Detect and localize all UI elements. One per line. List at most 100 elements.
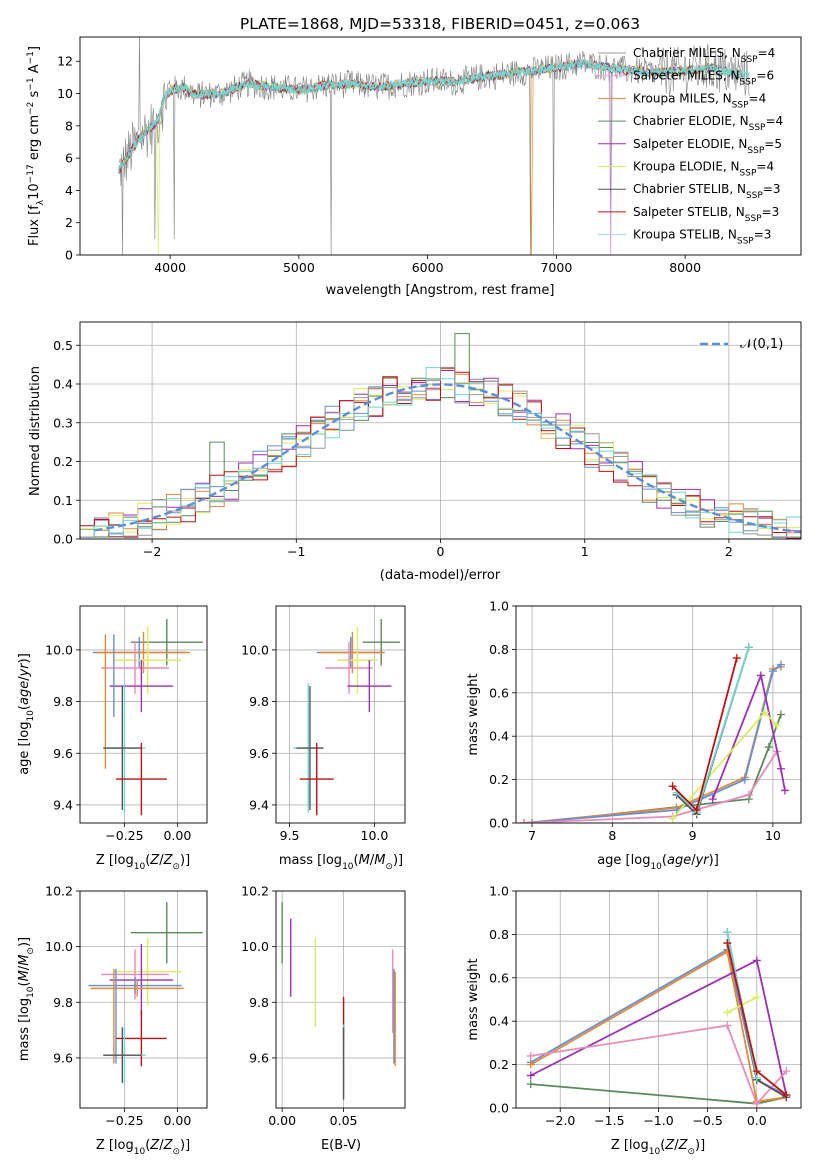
weight-marker — [776, 764, 785, 773]
weight-marker — [526, 1060, 535, 1069]
mass-weight-vs-age-xlabel: age [log10(age/yr)] — [597, 853, 719, 872]
mass-weight-vs-Z-x-tick-label: −1.5 — [594, 1113, 624, 1128]
data-point — [113, 626, 182, 694]
spectrum-y-tick-label: 6 — [65, 151, 73, 166]
weight-marker — [740, 775, 749, 784]
weight-marker — [668, 814, 677, 823]
weight-marker — [782, 1090, 791, 1099]
mass-vs-EBV-y-tick-label: 9.8 — [249, 995, 269, 1010]
residuals-y-tick-label: 0.2 — [53, 454, 73, 469]
age-vs-Z-y-tick-label: 9.4 — [53, 797, 73, 812]
age-vs-mass-y-tick-label: 10.0 — [241, 642, 269, 657]
data-point — [325, 642, 373, 694]
mass-weight-vs-age-lines — [520, 643, 789, 823]
residuals-y-tick-label: 0.1 — [53, 493, 73, 508]
weight-series — [723, 939, 791, 1099]
mass-weight-vs-age-x-tick-label: 7 — [528, 828, 536, 843]
weight-series — [520, 662, 785, 823]
residuals-legend-label: 𝒩(0,1) — [740, 337, 783, 352]
weight-marker — [768, 667, 777, 676]
spectrum-y-tick-label: 12 — [57, 54, 73, 69]
weight-series — [520, 747, 781, 823]
weight-marker — [756, 671, 765, 680]
legend-label: Chabrier ELODIE, NSSP=4 — [633, 114, 783, 133]
spectrum-y-tick-label: 8 — [65, 118, 73, 133]
mass-weight-vs-age-y-tick-label: 0.0 — [489, 816, 509, 831]
mass-weight-vs-Z-ylabel: mass weight — [466, 958, 481, 1040]
spectrum-lines — [118, 37, 750, 255]
age-vs-mass-y-tick-label: 9.6 — [249, 746, 269, 761]
mass-vs-EBV-x-tick-label: 0.00 — [268, 1113, 296, 1128]
legend-label: Chabrier MILES, NSSP=4 — [633, 46, 775, 65]
mass-weight-vs-Z-y-tick-label: 0.4 — [489, 1014, 509, 1029]
weight-marker — [780, 786, 789, 795]
weight-marker — [752, 1099, 761, 1108]
spectrum-y-tick-label: 2 — [65, 215, 73, 230]
weight-line — [523, 750, 778, 823]
mass-weight-vs-Z-axes: −2.0 −1.5 −1.0 −0.5 0.0 0.0 0.2 0.4 0.6 0.8 1.0 — [489, 884, 801, 1128]
data-point — [103, 686, 142, 811]
mass-weight-vs-Z-y-tick-label: 1.0 — [489, 884, 509, 899]
age-vs-mass-y-tick-label: 9.8 — [249, 694, 269, 709]
age-vs-mass-x-tick-label: 10.0 — [361, 828, 389, 843]
spectrum-y-tick-label: 4 — [65, 183, 73, 198]
mass-vs-Z-y-tick-label: 10.2 — [45, 884, 73, 899]
mass-vs-EBV-frame — [275, 890, 406, 1109]
mass-weight-vs-Z-y-tick-label: 0.8 — [489, 927, 509, 942]
residuals-hists — [80, 333, 801, 539]
weight-series — [668, 654, 741, 814]
data-point — [96, 631, 191, 674]
weight-line — [675, 646, 750, 814]
weight-marker — [752, 956, 761, 965]
legend-label: Salpeter MILES, NSSP=6 — [633, 69, 774, 88]
data-point — [113, 938, 182, 1006]
mass-vs-EBV-y-tick-label: 10.0 — [241, 939, 269, 954]
residuals-y-tick-label: 0.3 — [53, 415, 73, 430]
weight-marker — [528, 819, 537, 823]
weight-series — [708, 671, 789, 804]
data-point — [296, 686, 324, 811]
weight-marker — [776, 710, 785, 719]
age-vs-mass-frame — [275, 605, 406, 824]
age-vs-Z-x-tick-label: 0.00 — [163, 828, 191, 843]
weight-marker — [752, 1067, 761, 1076]
data-point — [109, 943, 174, 1017]
age-vs-mass-x-tick-label: 9.5 — [280, 828, 300, 843]
weight-series — [672, 643, 753, 817]
weight-marker — [772, 721, 781, 730]
mass-weight-vs-Z-y-tick-label: 0.6 — [489, 970, 509, 985]
legend-label: Salpeter STELIB, NSSP=3 — [633, 205, 779, 224]
weight-marker — [744, 643, 753, 652]
spectrum-x-tick-label: 8000 — [669, 260, 701, 275]
mass-vs-Z-y-tick-label: 10.0 — [45, 939, 73, 954]
weight-line — [530, 950, 787, 1103]
mass-weight-vs-age-y-tick-label: 0.4 — [489, 729, 509, 744]
mass-vs-EBV-axes: 0.00 0.05 9.6 9.8 10.0 10.2 — [241, 884, 405, 1128]
mass-weight-vs-Z-x-tick-label: −2.0 — [545, 1113, 575, 1128]
spectrum-x-tick-label: 7000 — [540, 260, 572, 275]
age-vs-Z-y-tick-label: 9.8 — [53, 694, 73, 709]
residuals-x-tick-label: −1 — [287, 544, 305, 559]
weight-marker — [526, 1051, 535, 1060]
mass-vs-EBV-xlabel: E(B-V) — [321, 1138, 361, 1153]
data-point — [90, 980, 184, 997]
gaussian-curve — [94, 383, 801, 534]
age-vs-mass-xlabel: mass [log10(M/M⊙)] — [279, 853, 403, 872]
spectrum-y-tick-label: 10 — [57, 86, 73, 101]
data-point — [115, 742, 167, 816]
mass-vs-Z-points — [88, 902, 203, 1083]
mass-weight-vs-age-y-tick-label: 1.0 — [489, 599, 509, 614]
residuals-frame — [79, 321, 802, 540]
age-vs-mass-y-tick-label: 9.4 — [249, 797, 269, 812]
mass-vs-Z-ylabel: mass [log10(M/M⊙)] — [17, 937, 36, 1061]
residuals-y-tick-label: 0.5 — [53, 338, 73, 353]
mass-weight-vs-age-x-tick-label: 9 — [689, 828, 697, 843]
age-vs-Z-ylabel: age [log10(age/yr)] — [17, 653, 36, 775]
weight-marker — [668, 782, 677, 791]
mass-vs-Z-x-tick-label: 0.00 — [163, 1113, 191, 1128]
weight-marker — [520, 819, 529, 823]
mass-vs-Z-y-tick-label: 9.6 — [53, 1050, 73, 1065]
data-point — [347, 660, 392, 712]
mass-vs-Z-x-tick-label: −0.25 — [105, 1113, 143, 1128]
